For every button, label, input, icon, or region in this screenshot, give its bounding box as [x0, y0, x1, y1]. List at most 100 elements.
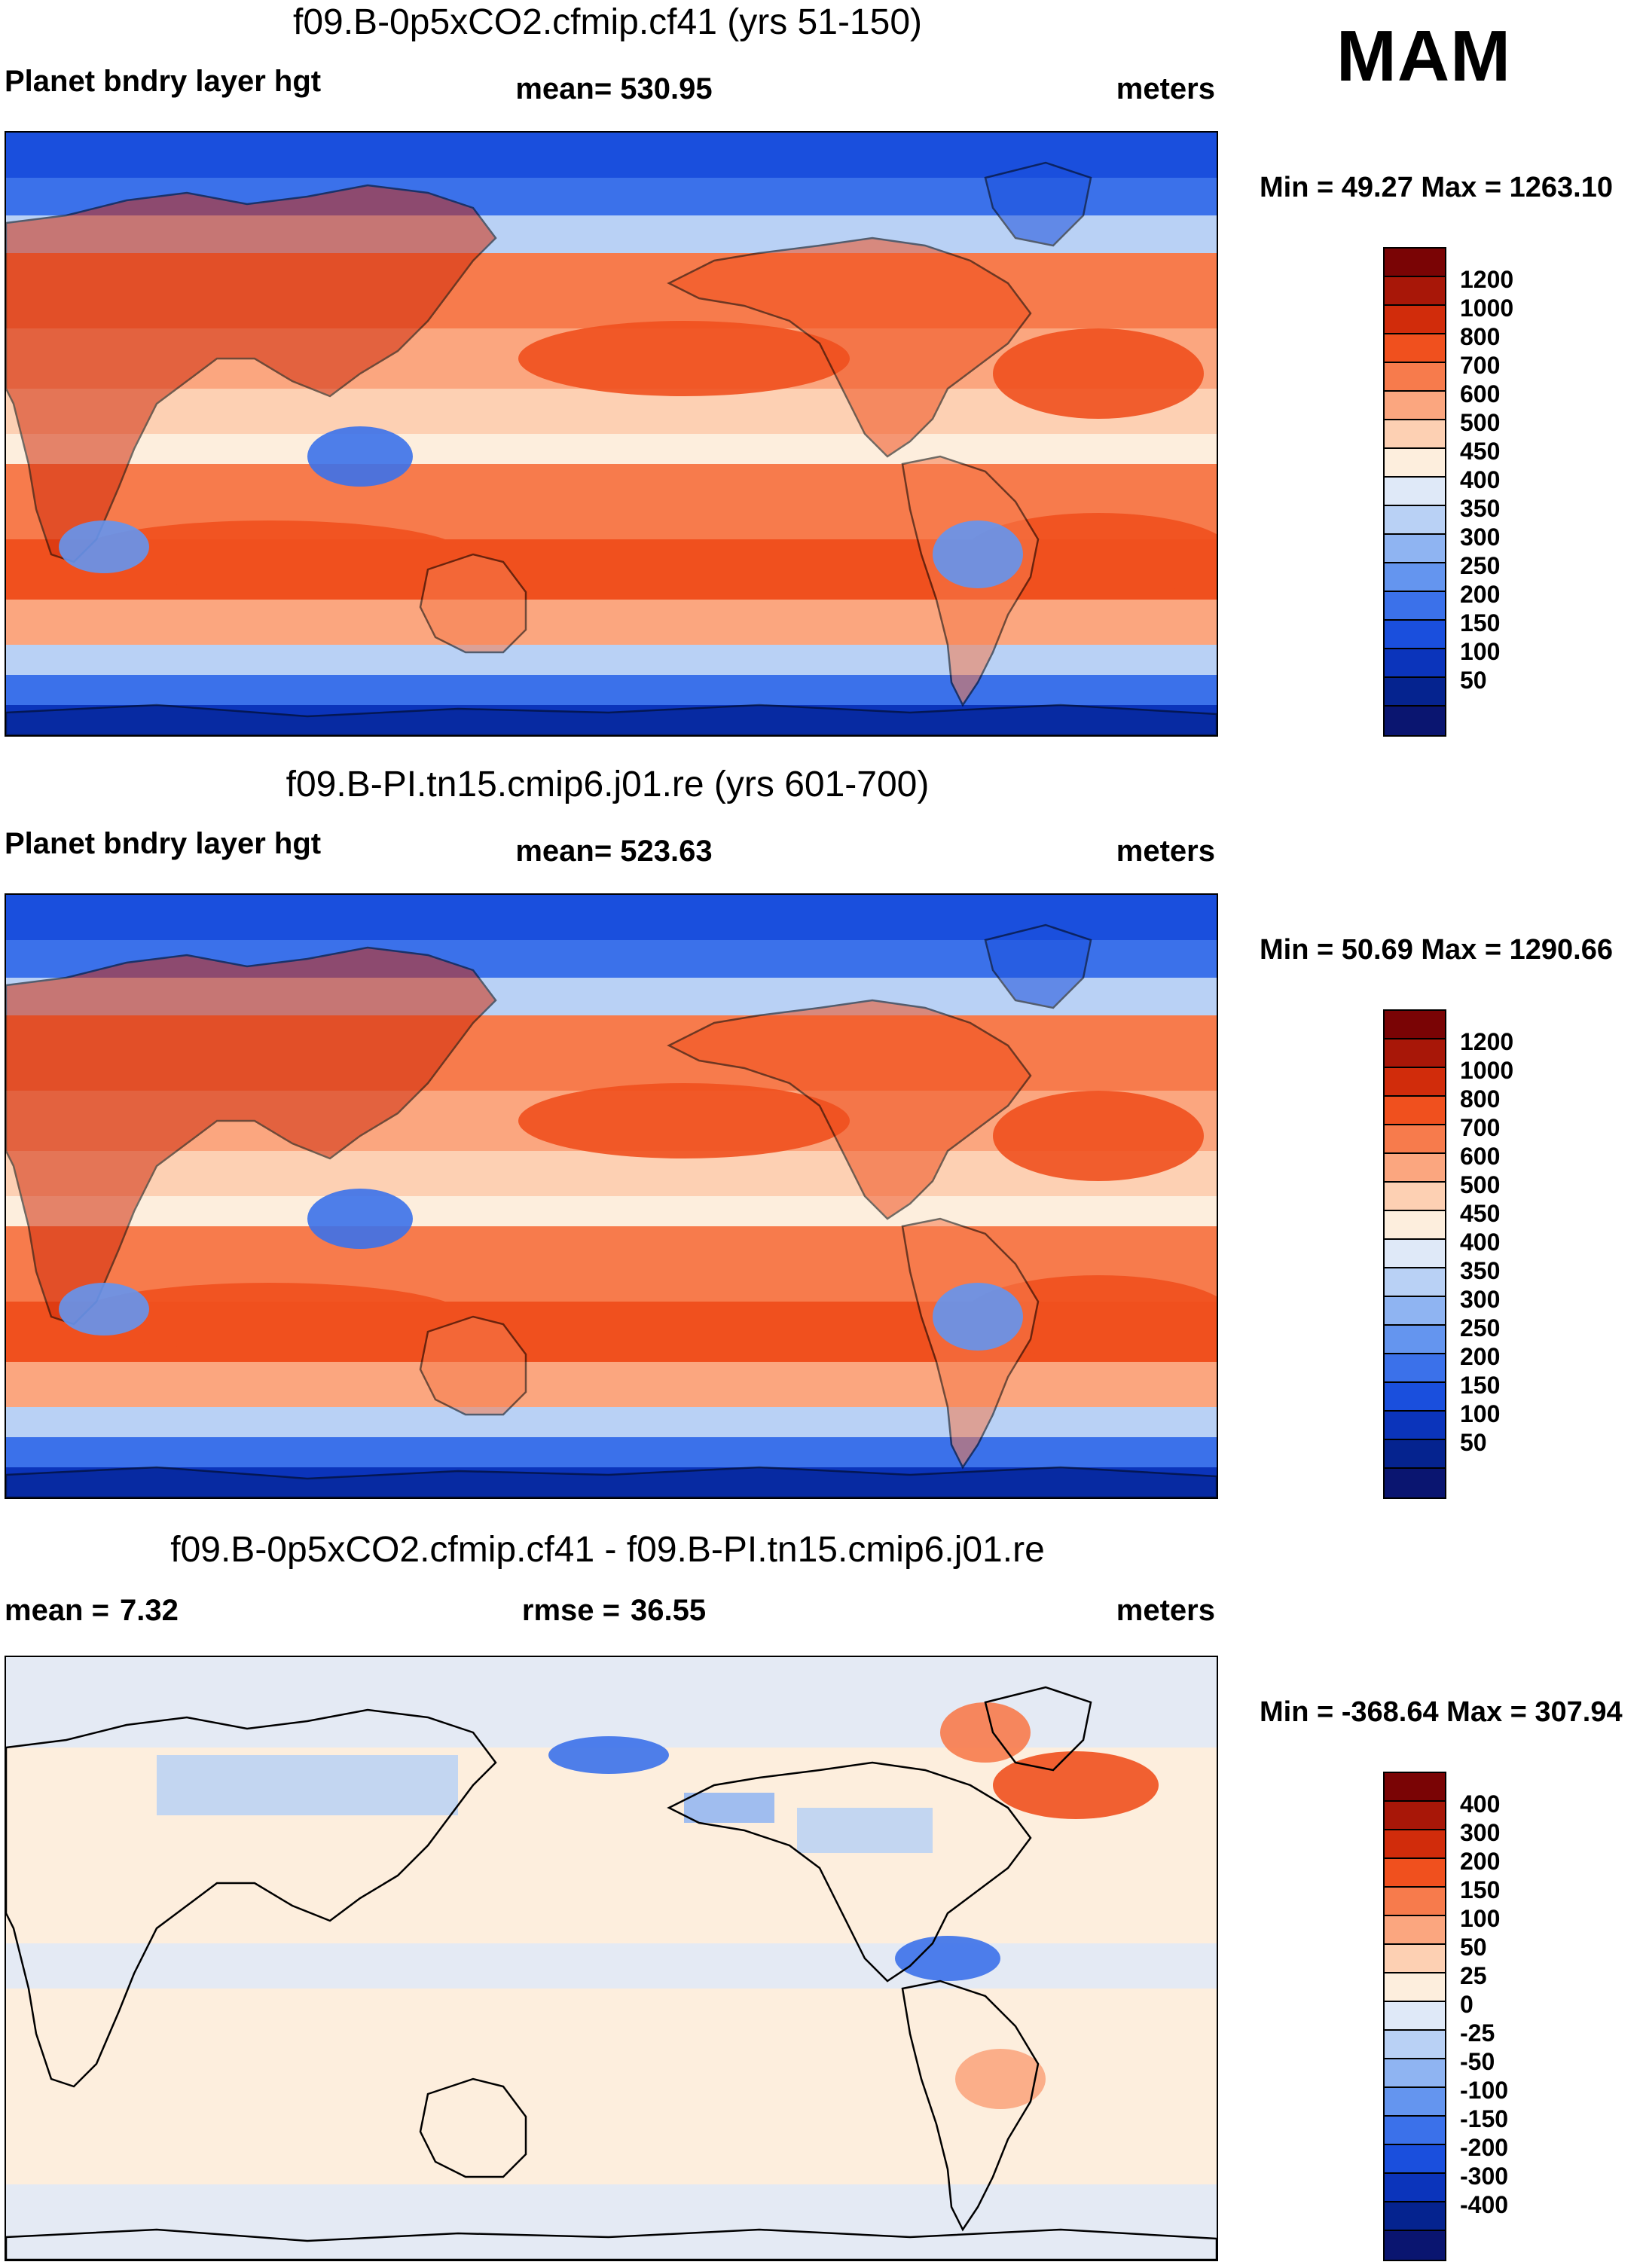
colorbar-swatch: 1000	[1385, 1039, 1513, 1084]
panel-3-mean-value: 7.32	[119, 1594, 179, 1627]
season-label: MAM	[1336, 16, 1512, 96]
colorbar-tick-label: 1000	[1460, 1057, 1514, 1084]
colorbar-swatch	[1385, 707, 1445, 735]
colorbar-swatch: -50	[1385, 2031, 1495, 2075]
colorbar-swatch: 350	[1385, 1240, 1500, 1284]
colorbar-swatch: 700	[1385, 334, 1500, 379]
panel-2-map	[5, 893, 1218, 1499]
colorbar-tick-label: 200	[1460, 1848, 1501, 1875]
colorbar-swatch: -100	[1385, 2059, 1508, 2104]
panel-1-minmax: Min = 49.27 Max = 1263.10	[1260, 172, 1613, 203]
colorbar-tick-label: 25	[1460, 1962, 1487, 1989]
colorbar-swatch: 350	[1385, 478, 1500, 522]
colorbar-swatch: 600	[1385, 1125, 1500, 1170]
colorbar-swatch	[1385, 678, 1445, 707]
colorbar-swatch: 250	[1385, 1297, 1500, 1342]
colorbar-tick-label: 300	[1460, 1819, 1501, 1846]
colorbar-swatch: 400	[1385, 1773, 1500, 1818]
colorbar-swatch: 50	[1385, 649, 1487, 694]
colorbar-swatch: 100	[1385, 1383, 1500, 1427]
colorbar-tick-label: 300	[1460, 1286, 1501, 1313]
colorbar-tick-label: 600	[1460, 380, 1501, 408]
panel-1-map-field	[6, 133, 1217, 735]
colorbar-swatch	[1385, 2202, 1445, 2231]
colorbar-tick-label: 100	[1460, 1905, 1501, 1932]
colorbar-swatch: 150	[1385, 1354, 1500, 1399]
colorbar-tick-label: 800	[1460, 323, 1501, 350]
panel-2-mean-label: mean= 523.63	[515, 835, 713, 868]
colorbar-tick-label: -100	[1460, 2077, 1509, 2104]
colorbar-tick-label: 450	[1460, 1200, 1501, 1227]
colorbar-tick-label: 350	[1460, 495, 1501, 522]
colorbar-swatch: 200	[1385, 1326, 1500, 1370]
colorbar-swatch: 600	[1385, 363, 1500, 408]
panel-3-colorbar: 400 300 200 150 100 50 25 0 -25 -50 -100 -150 -200 -3…	[1383, 1772, 1508, 2261]
colorbar-tick-label: 1200	[1460, 1028, 1514, 1055]
panel-3-units-label: meters	[1116, 1594, 1215, 1627]
colorbar-tick-label: 700	[1460, 1114, 1501, 1141]
panel-1-map	[5, 131, 1218, 737]
colorbar-tick-label: 200	[1460, 1343, 1501, 1370]
panel-2-minmax: Min = 50.69 Max = 1290.66	[1260, 934, 1613, 966]
colorbar-tick-label: 0	[1460, 1991, 1474, 2018]
colorbar-tick-label: 800	[1460, 1085, 1501, 1113]
panel-2-map-field	[6, 895, 1217, 1497]
colorbar-tick-label: 400	[1460, 1790, 1501, 1818]
colorbar-swatch: 0	[1385, 1973, 1474, 2018]
colorbar-swatch	[1385, 1440, 1445, 1469]
colorbar-swatch	[1385, 1469, 1445, 1497]
colorbar-tick-label: 50	[1460, 667, 1487, 694]
colorbar-swatch: 100	[1385, 1888, 1500, 1932]
colorbar-swatch: 25	[1385, 1945, 1487, 1989]
colorbar-tick-label: -150	[1460, 2105, 1509, 2132]
colorbar-swatch: 300	[1385, 1268, 1500, 1313]
colorbar-tick-label: 50	[1460, 1429, 1487, 1456]
colorbar-swatch: 800	[1385, 1068, 1500, 1113]
colorbar-tick-label: 400	[1460, 1229, 1501, 1256]
panel-1-units-label: meters	[1116, 72, 1215, 105]
colorbar-swatch: 450	[1385, 1183, 1500, 1227]
colorbar-tick-label: 400	[1460, 466, 1501, 493]
panel-3-title: f09.B-0p5xCO2.cfmip.cf41 - f09.B-PI.tn15…	[170, 1530, 1045, 1570]
colorbar-tick-label: 450	[1460, 438, 1501, 465]
panel-1-title: f09.B-0p5xCO2.cfmip.cf41 (yrs 51-150)	[292, 2, 922, 42]
colorbar-swatch: 300	[1385, 1802, 1500, 1846]
panel-3-mean-label: mean =	[5, 1594, 109, 1627]
colorbar-swatch: -300	[1385, 2145, 1508, 2190]
colorbar-swatch: 150	[1385, 592, 1500, 636]
colorbar-swatch: 300	[1385, 506, 1500, 551]
colorbar-swatch: 200	[1385, 563, 1500, 608]
colorbar-tick-label: 1000	[1460, 295, 1514, 322]
panel-3-map-field	[6, 1657, 1217, 2260]
colorbar-tick-label: 600	[1460, 1143, 1501, 1170]
colorbar-tick-label: 250	[1460, 1314, 1501, 1342]
colorbar-tick-label: -200	[1460, 2134, 1509, 2161]
colorbar-swatch: 200	[1385, 1830, 1500, 1875]
colorbar-swatch: 1200	[1385, 1011, 1513, 1055]
colorbar-tick-label: -50	[1460, 2048, 1495, 2075]
colorbar-tick-label: -300	[1460, 2163, 1509, 2190]
colorbar-swatch: 50	[1385, 1916, 1487, 1961]
panel-3-map	[5, 1656, 1218, 2261]
colorbar-swatch: 400	[1385, 449, 1500, 493]
colorbar-tick-label: 350	[1460, 1257, 1501, 1284]
colorbar-tick-label: 700	[1460, 352, 1501, 379]
colorbar-swatch	[1385, 2231, 1445, 2260]
panel-2-title: f09.B-PI.tn15.cmip6.j01.re (yrs 601-700)	[286, 765, 930, 804]
colorbar-swatch: 500	[1385, 1154, 1500, 1198]
colorbar-swatch: -150	[1385, 2088, 1508, 2132]
colorbar-tick-label: -400	[1460, 2191, 1509, 2218]
colorbar-tick-label: 500	[1460, 409, 1501, 436]
panel-1-variable-label: Planet bndry layer hgt	[5, 65, 322, 98]
colorbar-tick-label: 300	[1460, 524, 1501, 551]
colorbar-tick-label: -25	[1460, 2019, 1495, 2047]
colorbar-swatch: -25	[1385, 2002, 1495, 2047]
colorbar-swatch: 1200	[1385, 249, 1513, 293]
colorbar-swatch: 250	[1385, 535, 1500, 579]
colorbar-swatch: 500	[1385, 392, 1500, 436]
colorbar-tick-label: 50	[1460, 1934, 1487, 1961]
panel-2-units-label: meters	[1116, 835, 1215, 868]
colorbar-tick-label: 150	[1460, 1876, 1501, 1903]
colorbar-tick-label: 150	[1460, 1372, 1501, 1399]
colorbar-swatch: 450	[1385, 420, 1500, 465]
